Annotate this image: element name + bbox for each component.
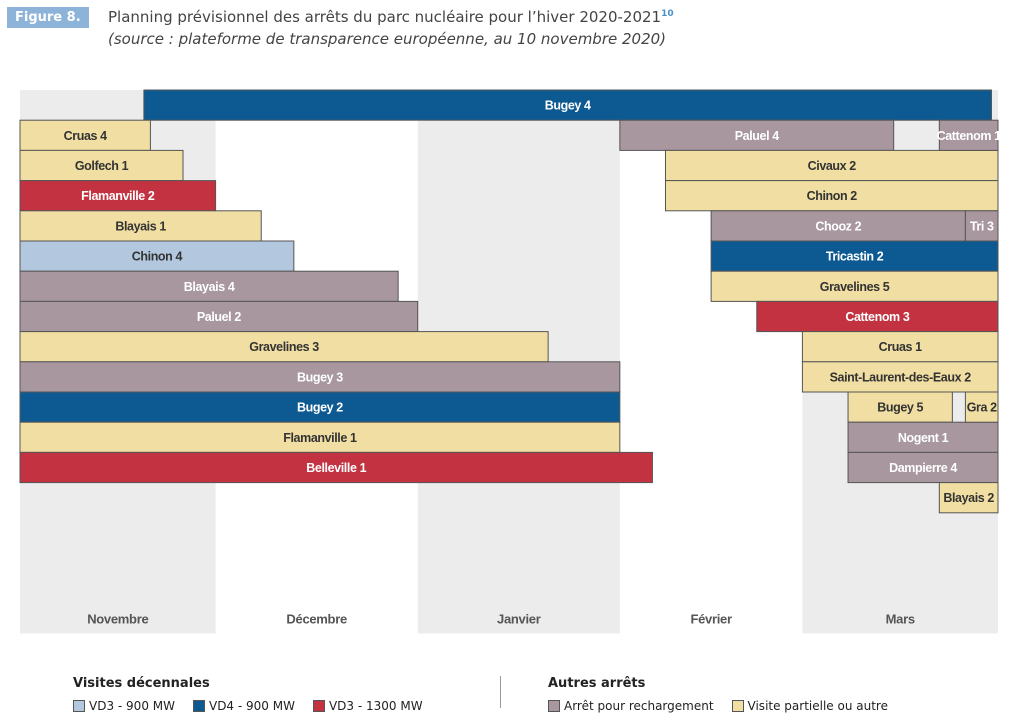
- gantt-bar: [19, 210, 262, 242]
- legend-visites-heading: Visites décennales: [73, 676, 210, 691]
- gantt-bar-label: Cruas 4: [64, 129, 108, 143]
- legend-item: VD3 - 900 MW: [73, 699, 175, 713]
- gantt-bar-label: Saint-Laurent-des-Eaux 2: [830, 370, 972, 384]
- figure-badge: Figure 8.: [7, 7, 89, 28]
- gantt-bar-label: Cattenom 3: [845, 310, 910, 324]
- gantt-bar: [710, 240, 999, 272]
- gantt-bar: [938, 119, 999, 151]
- gantt-bar-label: Civaux 2: [808, 159, 857, 173]
- gantt-bar: [19, 270, 399, 302]
- legend-divider: [500, 676, 501, 708]
- gantt-bar: [964, 391, 999, 423]
- gantt-bar: [847, 391, 953, 423]
- legend-autres: Autres arrêts Arrêt pour rechargement Vis…: [548, 676, 888, 713]
- gantt-bar: [964, 210, 999, 242]
- chart-title-text: Planning prévisionnel des arrêts du parc…: [108, 8, 662, 26]
- gantt-bar-label: Bugey 4: [545, 99, 591, 113]
- gantt-bar-label: Chooz 2: [815, 219, 861, 233]
- legend-swatch: [73, 700, 85, 712]
- month-label: Février: [690, 611, 732, 626]
- gantt-bar: [19, 149, 184, 182]
- gantt-bar-label: Bugey 3: [297, 370, 343, 384]
- gantt-bar: [710, 210, 966, 242]
- legend-item: Visite partielle ou autre: [731, 699, 888, 713]
- gantt-bar: [801, 361, 999, 393]
- gantt-bar: [801, 331, 999, 363]
- legend-autres-items: Arrêt pour rechargement Visite partielle …: [548, 699, 888, 713]
- chart-title: Planning prévisionnel des arrêts du parc…: [108, 8, 674, 26]
- gantt-bar-label: Flamanville 1: [283, 431, 357, 445]
- gantt-bar: [847, 421, 999, 453]
- gantt-bar: [664, 180, 999, 212]
- gantt-bar-label: Tri 3: [970, 219, 994, 233]
- gantt-bar: [19, 119, 151, 151]
- chart-subtitle: (source : plateforme de transparence eur…: [108, 30, 667, 48]
- legend-autres-heading: Autres arrêts: [548, 676, 646, 691]
- gantt-bar: [19, 421, 621, 453]
- gantt-bar: [19, 361, 621, 393]
- gantt-bar: [143, 89, 992, 121]
- gantt-bar: [19, 391, 621, 423]
- gantt-bar-label: Bugey 5: [877, 401, 923, 415]
- legend-item: VD3 - 1300 MW: [312, 699, 423, 713]
- month-label: Décembre: [286, 611, 347, 626]
- gantt-bar-label: Golfech 1: [75, 159, 129, 173]
- legend-item: Arrêt pour rechargement: [548, 699, 714, 713]
- gantt-bar-label: Nogent 1: [898, 431, 949, 445]
- gantt-bar: [19, 331, 549, 363]
- gantt-bar-label: Gravelines 3: [249, 340, 319, 354]
- legend-visites-items: VD3 - 900 MW VD4 - 900 MW VD3 - 1300 MW: [73, 699, 423, 713]
- gantt-bar: [847, 451, 999, 484]
- gantt-bar-label: Blayais 4: [184, 280, 235, 294]
- gantt-bar-label: Blayais 1: [115, 219, 166, 233]
- gantt-chart: Novembre Décembre Janvier Février Mars Bugey …: [19, 89, 1002, 634]
- gantt-bar-label: Blayais 2: [943, 491, 994, 505]
- gantt-bar-label: Bugey 2: [297, 401, 343, 415]
- gantt-bar-label: Flamanville 2: [81, 189, 155, 203]
- legend-swatch: [192, 700, 205, 712]
- gantt-bar-label: Tricastin 2: [826, 250, 884, 264]
- gantt-bar-label: Paluel 2: [197, 310, 241, 324]
- gantt-bar-label: Chinon 2: [807, 189, 858, 203]
- gantt-bar: [19, 451, 653, 484]
- legend-label: Arrêt pour rechargement: [564, 699, 714, 713]
- month-label: Janvier: [497, 611, 541, 626]
- legend-label: VD3 - 900 MW: [89, 699, 175, 713]
- legend-visites: Visites décennales VD3 - 900 MW VD4 - 900…: [73, 676, 423, 713]
- gantt-bar-label: Chinon 4: [132, 250, 183, 264]
- legend-label: Visite partielle ou autre: [747, 699, 888, 713]
- legend-swatch: [731, 700, 744, 712]
- gantt-bar-label: Belleville 1: [306, 461, 366, 475]
- gantt-bar-label: Gra 2: [967, 401, 997, 415]
- gantt-bar-label: Dampierre 4: [889, 461, 957, 475]
- legend-swatch: [312, 700, 325, 712]
- legend-label: VD4 - 900 MW: [208, 699, 295, 713]
- title-footnote: 10: [661, 9, 674, 19]
- gantt-bar: [19, 180, 217, 212]
- gantt-bar-label: Paluel 4: [735, 129, 779, 143]
- gantt-bar-label: Gravelines 5: [820, 280, 890, 294]
- legend-label: VD3 - 1300 MW: [328, 699, 423, 713]
- gantt-bar-label: Cruas 1: [879, 340, 923, 354]
- gantt-bar: [938, 482, 999, 514]
- legend-item: VD4 - 900 MW: [192, 699, 295, 713]
- gantt-bar-label: Cattenom 1: [937, 129, 1002, 143]
- gantt-bar: [19, 300, 419, 333]
- gantt-bar: [19, 240, 295, 272]
- month-label: Novembre: [87, 611, 148, 626]
- gantt-bar: [710, 270, 999, 302]
- legend-swatch: [548, 700, 560, 712]
- month-label: Mars: [886, 611, 915, 626]
